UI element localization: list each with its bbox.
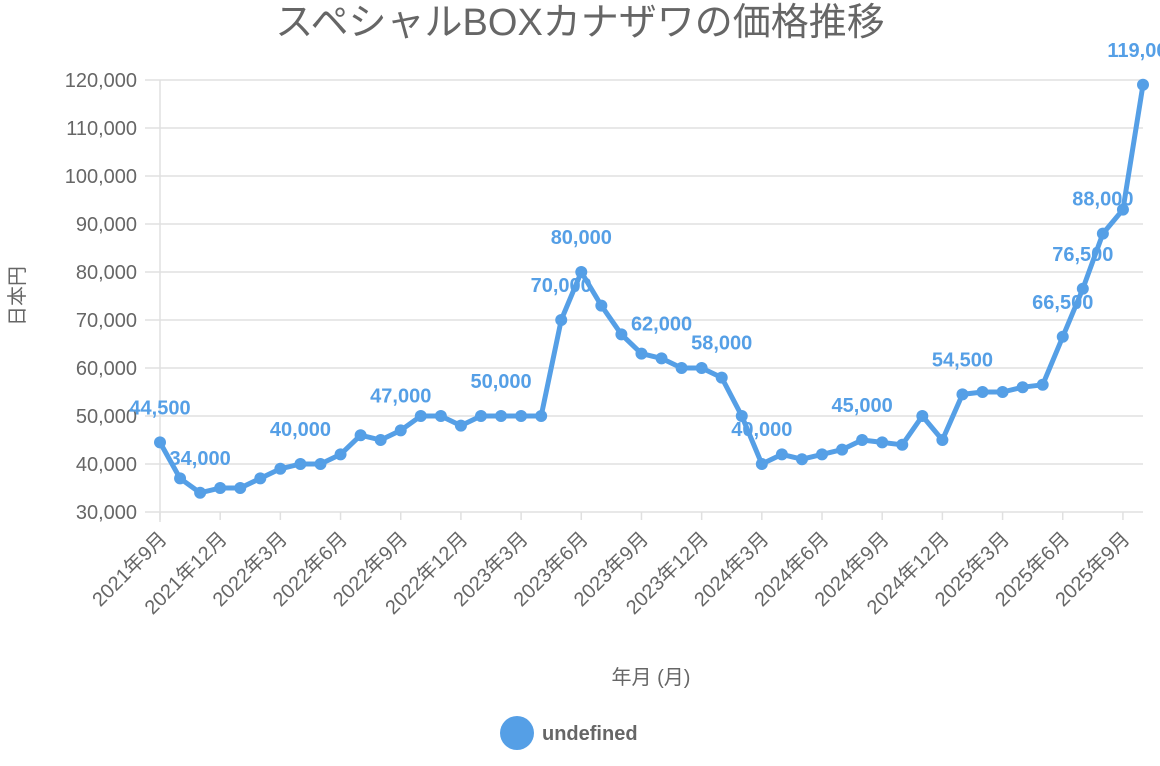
data-point xyxy=(434,410,447,422)
data-point xyxy=(194,486,207,499)
data-labels: 44,500 34,000 40,000 47,000 50,000 70,000 80,0… xyxy=(129,40,1160,470)
data-label: 119,000 xyxy=(1107,40,1160,62)
data-point xyxy=(154,436,166,449)
data-point xyxy=(956,388,969,401)
legend[interactable]: undefined xyxy=(500,716,638,750)
data-point xyxy=(1036,378,1049,391)
data-point xyxy=(735,410,748,422)
legend-marker xyxy=(500,716,534,750)
data-point xyxy=(274,462,287,475)
data-label: 40,000 xyxy=(731,419,792,441)
x-axis: 2021年9月2021年12月2022年3月2022年6月2022年9月2022… xyxy=(88,512,1134,619)
data-point xyxy=(675,362,688,374)
data-label: 40,000 xyxy=(270,419,331,441)
data-point xyxy=(254,472,267,485)
data-point xyxy=(936,434,949,446)
data-point xyxy=(234,482,247,494)
data-point xyxy=(294,458,307,470)
y-tick-label: 70,000 xyxy=(76,310,137,332)
data-label: 50,000 xyxy=(470,371,531,393)
data-label: 88,000 xyxy=(1072,189,1133,211)
data-point xyxy=(214,482,227,494)
y-tick-label: 90,000 xyxy=(76,214,137,236)
data-point xyxy=(454,419,467,432)
data-label: 34,000 xyxy=(170,448,231,470)
data-point xyxy=(775,448,788,461)
data-point xyxy=(174,472,187,485)
grid xyxy=(145,79,1143,522)
data-point xyxy=(1076,282,1089,295)
data-label: 76,500 xyxy=(1052,244,1113,266)
data-point xyxy=(555,314,568,326)
data-point xyxy=(876,436,889,449)
data-point xyxy=(836,443,849,456)
y-axis: 30,000 40,000 50,000 60,000 70,000 80,000 90,0… xyxy=(65,70,137,524)
data-point xyxy=(816,448,829,461)
data-point xyxy=(996,386,1009,398)
data-point xyxy=(615,328,628,341)
x-axis-label: 年月 (月) xyxy=(612,666,691,689)
data-point xyxy=(715,371,728,384)
data-label: 62,000 xyxy=(631,313,692,335)
data-label: 45,000 xyxy=(832,395,893,417)
y-tick-label: 100,000 xyxy=(65,166,137,188)
data-label: 44,500 xyxy=(129,397,190,419)
data-point xyxy=(655,352,668,365)
y-tick-label: 30,000 xyxy=(76,502,137,524)
data-point xyxy=(354,429,367,442)
data-point xyxy=(1056,330,1069,343)
data-point xyxy=(495,410,508,422)
data-point xyxy=(1096,227,1109,240)
data-point xyxy=(535,410,548,422)
series-line xyxy=(154,78,1149,499)
y-axis-label: 日本円 xyxy=(6,266,29,326)
data-point xyxy=(635,347,648,360)
y-tick-label: 120,000 xyxy=(65,70,137,92)
data-point xyxy=(1137,78,1149,91)
data-point xyxy=(314,458,327,470)
data-point xyxy=(755,458,768,470)
y-tick-label: 60,000 xyxy=(76,358,137,380)
data-point xyxy=(575,266,588,278)
data-point xyxy=(595,299,608,312)
data-point xyxy=(1116,203,1129,216)
y-tick-label: 110,000 xyxy=(66,118,137,140)
data-point xyxy=(976,386,989,398)
data-point xyxy=(695,362,708,374)
data-point xyxy=(394,424,407,437)
y-tick-label: 50,000 xyxy=(76,406,137,428)
y-tick-label: 80,000 xyxy=(76,262,137,284)
y-tick-label: 40,000 xyxy=(76,454,137,476)
data-point xyxy=(474,410,487,422)
data-point xyxy=(896,438,909,451)
data-point xyxy=(916,410,929,422)
chart-title: スペシャルBOXカナザワの価格推移 xyxy=(275,2,885,44)
data-label: 70,000 xyxy=(531,275,592,297)
data-point xyxy=(374,434,387,446)
data-point xyxy=(856,434,869,446)
legend-label: undefined xyxy=(542,723,638,745)
data-point xyxy=(1016,381,1029,394)
data-point xyxy=(515,410,528,422)
data-label: 47,000 xyxy=(370,385,431,407)
data-point xyxy=(334,448,347,461)
data-label: 58,000 xyxy=(691,333,752,355)
data-point xyxy=(795,453,808,466)
data-label: 54,500 xyxy=(932,349,993,371)
data-label: 66,500 xyxy=(1032,292,1093,314)
data-point xyxy=(414,410,427,422)
data-label: 80,000 xyxy=(551,227,612,249)
